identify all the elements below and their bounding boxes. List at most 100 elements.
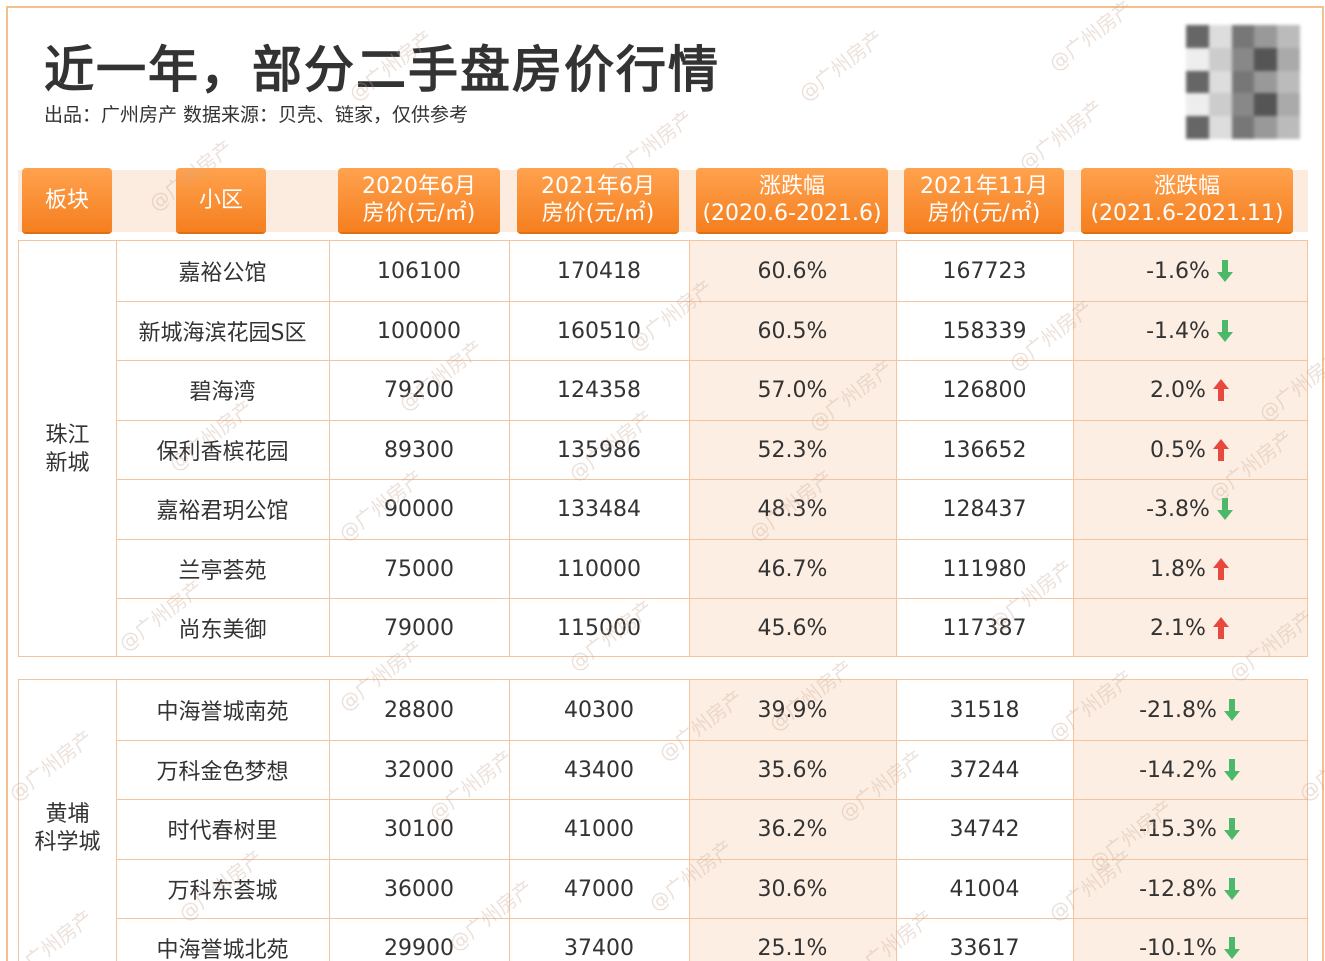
table-row: 嘉裕君玥公馆 90000 133484 48.3% 128437 -3.8%	[19, 479, 1307, 539]
price-2021-11-cell: 158339	[942, 318, 1027, 344]
area-label: 黄埔 科学城	[19, 680, 116, 961]
arrow-up-icon	[1212, 616, 1230, 640]
change-1-cell: 39.9%	[757, 697, 828, 723]
column-divider	[1073, 680, 1074, 961]
price-2021-11-cell: 41004	[949, 876, 1020, 902]
change-2-value: 2.0%	[1150, 377, 1206, 403]
community-name-cell: 兰亭荟苑	[178, 559, 267, 584]
price-2020-06-cell: 30100	[384, 816, 454, 842]
table-row: 碧海湾 79200 124358 57.0% 126800 2.0%	[19, 360, 1307, 420]
change-1-cell: 57.0%	[757, 377, 828, 403]
header-price-2021-06: 2021年6月 房价(元/㎡)	[517, 168, 679, 232]
change-2-value: -10.1%	[1139, 935, 1217, 961]
table-row: 兰亭荟苑 75000 110000 46.7% 111980 1.8%	[19, 539, 1307, 599]
price-2021-11-cell: 136652	[942, 437, 1027, 463]
price-2021-11-cell: 37244	[949, 757, 1020, 783]
price-2021-06-cell: 133484	[557, 496, 641, 522]
price-2021-06-cell: 40300	[564, 697, 634, 723]
row-divider	[116, 918, 1307, 919]
table-row: 中海誉城南苑 28800 40300 39.9% 31518 -21.8%	[19, 680, 1307, 740]
community-name-cell: 尚东美御	[178, 618, 267, 643]
community-name-cell: 万科金色梦想	[156, 760, 289, 785]
price-2021-11-cell: 31518	[949, 697, 1020, 723]
price-2020-06-cell: 29900	[384, 935, 454, 961]
community-name-cell: 中海誉城北苑	[156, 938, 289, 961]
price-2021-06-cell: 43400	[564, 757, 634, 783]
column-divider	[896, 241, 897, 656]
change-1-cell: 46.7%	[757, 556, 828, 582]
change-1-cell: 52.3%	[757, 437, 828, 463]
change-2-value: -1.4%	[1146, 318, 1210, 344]
table-row: 万科金色梦想 32000 43400 35.6% 37244 -14.2%	[19, 740, 1307, 800]
price-2021-06-cell: 170418	[557, 258, 641, 284]
table-row: 万科东荟城 36000 47000 30.6% 41004 -12.8%	[19, 859, 1307, 919]
table-row: 尚东美御 79000 115000 45.6% 117387 2.1%	[19, 598, 1307, 658]
price-2020-06-cell: 36000	[384, 876, 454, 902]
community-name-cell: 中海誉城南苑	[156, 700, 289, 725]
column-divider	[689, 680, 690, 961]
change-2-cell: 0.5%	[1073, 420, 1307, 480]
change-1-cell: 60.5%	[757, 318, 828, 344]
qr-code-image	[1186, 25, 1300, 139]
column-divider	[509, 241, 510, 656]
shaded-column	[689, 680, 896, 961]
price-2020-06-cell: 106100	[377, 258, 461, 284]
price-2021-11-cell: 111980	[942, 556, 1027, 582]
price-2020-06-cell: 90000	[384, 496, 454, 522]
community-name-cell: 嘉裕君玥公馆	[156, 499, 289, 524]
change-2-value: -12.8%	[1139, 876, 1217, 902]
price-2021-06-cell: 37400	[564, 935, 634, 961]
row-divider	[116, 301, 1307, 302]
arrow-down-icon	[1216, 319, 1234, 343]
price-2020-06-cell: 28800	[384, 697, 454, 723]
change-2-value: -3.8%	[1146, 496, 1210, 522]
table-row: 嘉裕公馆 106100 170418 60.6% 167723 -1.6%	[19, 241, 1307, 301]
column-divider	[689, 241, 690, 656]
area-label-line: 科学城	[34, 830, 101, 855]
price-2020-06-cell: 32000	[384, 757, 454, 783]
change-2-cell: -10.1%	[1073, 918, 1307, 961]
change-1-cell: 35.6%	[757, 757, 828, 783]
change-1-cell: 48.3%	[757, 496, 828, 522]
change-1-cell: 30.6%	[757, 876, 828, 902]
price-2021-11-cell: 128437	[942, 496, 1027, 522]
page-subtitle: 出品：广州房产 数据来源：贝壳、链家，仅供参考	[44, 104, 469, 126]
arrow-down-icon	[1223, 698, 1241, 722]
row-divider	[116, 360, 1307, 361]
community-name-cell: 时代春树里	[167, 819, 278, 844]
price-2020-06-cell: 89300	[384, 437, 454, 463]
arrow-up-icon	[1212, 378, 1230, 402]
area-label-line: 珠江	[45, 422, 90, 448]
table-row: 中海誉城北苑 29900 37400 25.1% 33617 -10.1%	[19, 918, 1307, 961]
change-2-cell: -15.3%	[1073, 799, 1307, 859]
area-label-line: 黄埔	[45, 802, 90, 827]
price-2020-06-cell: 75000	[384, 556, 454, 582]
change-2-cell: -12.8%	[1073, 859, 1307, 919]
change-2-cell: -21.8%	[1073, 680, 1307, 740]
price-2021-11-cell: 117387	[942, 615, 1027, 641]
price-2021-06-cell: 124358	[557, 377, 641, 403]
change-2-cell: -3.8%	[1073, 479, 1307, 539]
change-2-cell: -14.2%	[1073, 740, 1307, 800]
change-2-cell: 1.8%	[1073, 539, 1307, 599]
community-name-cell: 嘉裕公馆	[178, 261, 267, 286]
change-1-cell: 36.2%	[757, 816, 828, 842]
change-2-value: 1.8%	[1150, 556, 1206, 582]
change-2-value: 2.1%	[1150, 615, 1206, 641]
page-title: 近一年，部分二手盘房价行情	[44, 41, 720, 99]
price-2021-06-cell: 47000	[564, 876, 634, 902]
header-change-1: 涨跌幅 (2020.6-2021.6)	[696, 168, 888, 232]
shaded-column	[1073, 241, 1307, 656]
price-2021-06-cell: 115000	[557, 615, 641, 641]
price-2020-06-cell: 100000	[377, 318, 461, 344]
table-row: 时代春树里 30100 41000 36.2% 34742 -15.3%	[19, 799, 1307, 859]
table-row: 保利香槟花园 89300 135986 52.3% 136652 0.5%	[19, 420, 1307, 480]
price-2021-06-cell: 160510	[557, 318, 641, 344]
column-divider	[116, 680, 117, 961]
change-2-value: -1.6%	[1146, 258, 1210, 284]
arrow-down-icon	[1223, 758, 1241, 782]
change-2-cell: -1.6%	[1073, 241, 1307, 301]
row-divider	[116, 598, 1307, 599]
price-2021-11-cell: 33617	[949, 935, 1020, 961]
change-2-value: 0.5%	[1150, 437, 1206, 463]
